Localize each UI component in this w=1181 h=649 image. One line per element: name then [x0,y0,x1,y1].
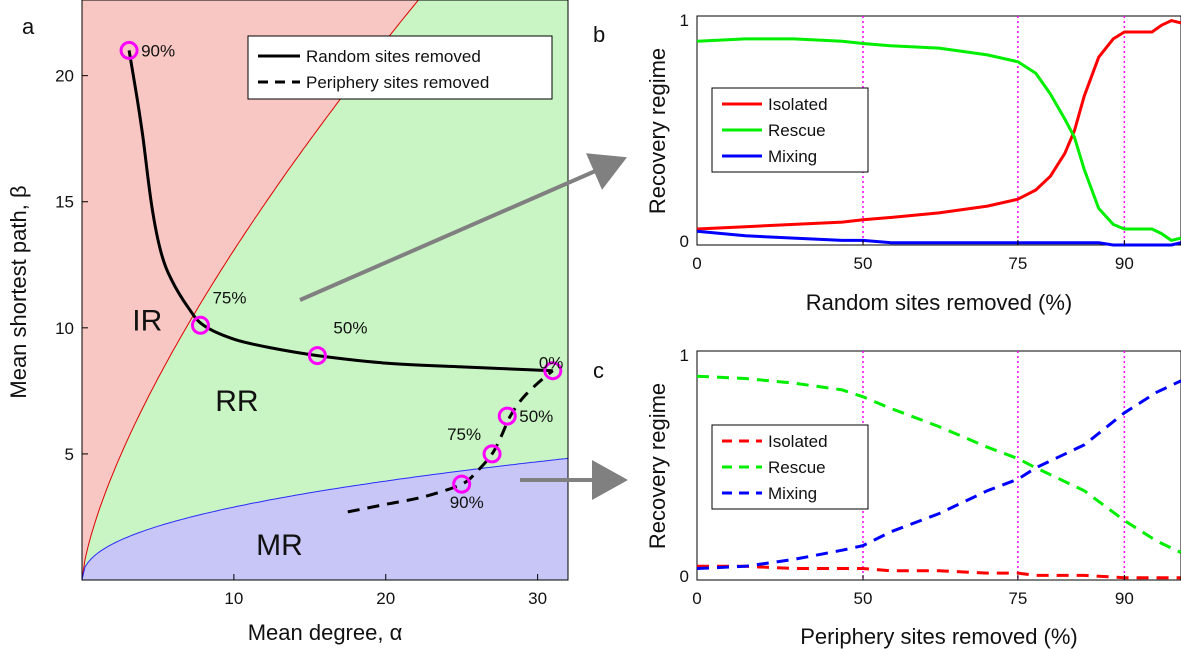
isolated-curve [696,19,1181,231]
isolated-curve [697,564,1181,580]
x-tick-label: 30 [528,589,547,608]
panel-letter-b: b [593,22,605,47]
legend-label-b: Mixing [768,147,817,166]
rescue-curve [696,374,1181,554]
x-axis-label-b: Random sites removed (%) [806,290,1073,315]
mixing-curve [696,379,1181,570]
legend-label-a: Periphery sites removed [306,73,489,92]
x-tick-label: 50 [854,254,873,273]
y-tick-label: 10 [55,319,74,338]
y-tick-label: 20 [55,67,74,86]
percent-marker [307,346,327,366]
y-tick-label: 0 [680,232,689,251]
x-axis-label-a: Mean degree, α [248,620,403,645]
panel-letter-c: c [593,358,604,383]
y-tick-label: 15 [55,193,74,212]
region-label-mr: MR [256,529,303,562]
legend-box-c [711,424,869,510]
y-tick-label: 1 [680,346,689,365]
region-mr-boundary [82,457,568,580]
percent-label: 90% [141,41,175,60]
axis-ticks-b: 0 50 75 90 0 1 [680,11,1181,273]
reference-lines-b [862,16,1126,245]
y-axis-label-b: Recovery regime [645,48,670,214]
rescue-curve [696,37,1181,242]
x-tick-label: 20 [376,589,395,608]
percent-marker [190,315,210,335]
curves-b [696,19,1181,247]
x-tick-label: 75 [1008,589,1027,608]
x-tick-label: 50 [854,589,873,608]
x-tick-label: 0 [692,589,701,608]
legend-label-c: Rescue [768,458,826,477]
legend-label-c: Mixing [768,484,817,503]
x-tick-label: 75 [1008,254,1027,273]
panel-letter-a: a [22,14,35,39]
y-axis-label-c: Recovery regime [645,383,670,549]
panel-b: b 0 50 75 90 0 1 Isolated Rescue Mixing Random … [593,11,1181,315]
percent-label: 0% [539,354,564,373]
y-axis-label-a: Mean shortest path, β [6,185,31,398]
legend-label-a: Random sites removed [306,47,481,66]
y-tick-label: 0 [680,567,689,586]
axis-ticks-a: 10 20 30 5 10 15 20 [55,67,547,608]
x-tick-label: 90 [1115,254,1134,273]
axis-ticks-c: 0 50 75 90 0 1 [680,346,1181,608]
arrow-to-panel-b [299,153,627,302]
percent-marker [452,474,472,494]
region-label-rr: RR [215,385,258,418]
percent-label: 90% [450,493,484,512]
region-labels: IR RR MR [132,304,302,561]
percent-marker [482,444,502,464]
legend-c: Isolated Rescue Mixing [711,424,869,510]
y-tick-label: 5 [65,445,74,464]
curves-a [127,50,554,514]
panel-a: a 10 20 30 5 10 15 20 90% 75% 50% 0% 50% 75% 90% IR R… [6,0,569,645]
connector-arrows [299,153,628,500]
legend-label-c: Isolated [768,432,828,451]
region-ir-fill [82,0,568,580]
legend-label-b: Rescue [768,121,826,140]
panel-c: c 0 50 75 90 0 1 Isolated Rescue Mixing Periphe… [593,346,1181,649]
percent-marker [543,361,563,381]
legend-a: Random sites removed Periphery sites remo… [247,35,553,100]
x-tick-label: 10 [224,589,243,608]
percent-marker [497,406,517,426]
y-tick-label: 1 [680,11,689,30]
periphery-removal-curve [347,369,554,514]
region-label-ir: IR [132,304,162,337]
curves-c [696,374,1181,580]
legend-box-a [247,35,553,100]
percent-label: 75% [212,288,246,307]
plot-frame-a [81,0,569,581]
percent-markers: 90% 75% 50% 0% 50% 75% 90% [119,40,564,512]
percent-label: 50% [519,407,553,426]
percent-marker [119,40,139,60]
legend-label-b: Isolated [768,95,828,114]
percent-label: 75% [447,425,481,444]
x-tick-label: 90 [1115,589,1134,608]
x-axis-label-c: Periphery sites removed (%) [800,624,1078,649]
mixing-curve [696,229,1181,247]
x-tick-label: 0 [692,254,701,273]
region-ir-boundary [82,0,420,580]
random-removal-curve [127,50,553,373]
percent-label: 50% [333,319,367,338]
reference-lines-c [862,351,1126,580]
legend-b: Isolated Rescue Mixing [711,87,869,173]
